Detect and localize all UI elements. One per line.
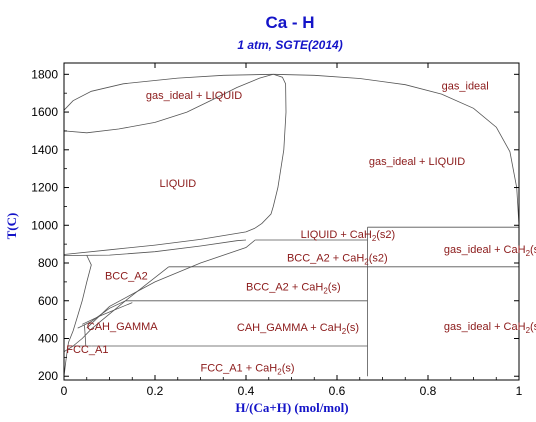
x-tick-label: 0.8 (420, 384, 437, 398)
region-label-bcc-a2: BCC_A2 (105, 270, 148, 282)
boundary-liquid-lower-upper (63, 227, 256, 255)
boundary-lower-loop (63, 73, 274, 134)
region-label-cah-gamma-cah2: CAH_GAMMA + CaH2(s) (237, 322, 359, 336)
y-tick-label: 1200 (31, 181, 58, 195)
boundary-bcc-slant-1 (86, 239, 256, 329)
y-tick-label: 200 (38, 369, 58, 383)
x-tick-label: 1 (516, 384, 523, 398)
y-tick-label: 1400 (31, 143, 58, 157)
x-tick-label: 0.2 (147, 384, 164, 398)
region-label-gas-cah2-s2: gas_ideal + CaH2(s2) (444, 244, 536, 258)
region-label-bcc-cah2: BCC_A2 + CaH2(s) (246, 282, 341, 296)
boundary-bcc-left-low (63, 255, 92, 377)
x-axis-ticks: 0 0.2 0.4 0.6 0.8 1 (61, 63, 523, 398)
region-label-gas-ideal: gas_ideal (442, 81, 489, 93)
region-label-liquid: LIQUID (160, 178, 197, 190)
region-label-gas-liquid-upper: gas_ideal + LIQUID (146, 90, 242, 102)
boundary-gas-dome-right (273, 73, 520, 226)
boundary-liquid-lower-lower (63, 239, 247, 256)
phase-boundaries (63, 73, 520, 377)
boundary-gamma-right (82, 302, 133, 325)
x-tick-label: 0 (61, 384, 68, 398)
region-label-cah-gamma: CAH_GAMMA (87, 321, 159, 333)
region-label-gas-liquid-right: gas_ideal + LIQUID (369, 156, 465, 168)
boundary-short-vertical (84, 325, 87, 347)
y-tick-label: 1600 (31, 105, 58, 119)
region-label-liquid-cah2: LIQUID + CaH2(s2) (301, 229, 396, 243)
y-tick-label: 1800 (31, 67, 58, 81)
chart-subtitle: 1 atm, SGTE(2014) (237, 38, 342, 52)
chart-title: Ca - H (265, 13, 314, 32)
boundary-liquidus-right (254, 73, 287, 229)
x-tick-label: 0.4 (238, 384, 255, 398)
x-tick-label: 0.6 (329, 384, 346, 398)
boundary-fcc-left (63, 345, 92, 353)
x-axis-label: H/(Ca+H) (mol/mol) (235, 400, 348, 415)
boundary-gamma-left (77, 300, 126, 329)
boundary-gamma-lower (72, 324, 97, 347)
boundary-upper-gas-boundary (63, 73, 274, 111)
y-tick-label: 400 (38, 331, 58, 345)
region-label-gas-cah2-s: gas_ideal + CaH2(s) (444, 321, 536, 335)
y-axis-ticks: 200 400 600 800 1000 1200 1400 1600 1800 (31, 67, 519, 383)
y-axis-label: T(C) (4, 213, 19, 240)
phase-region-labels: gas_ideal gas_ideal + LIQUID gas_ideal + L… (66, 81, 536, 377)
y-tick-label: 1000 (31, 218, 58, 232)
y-tick-label: 800 (38, 256, 58, 270)
region-label-fcc-cah2: FCC_A1 + CaH2(s) (201, 363, 295, 377)
region-label-fcc-a1: FCC_A1 (66, 344, 108, 356)
region-label-bcc-cah2-s2: BCC_A2 + CaH2(s2) (287, 252, 388, 266)
y-tick-label: 600 (38, 294, 58, 308)
